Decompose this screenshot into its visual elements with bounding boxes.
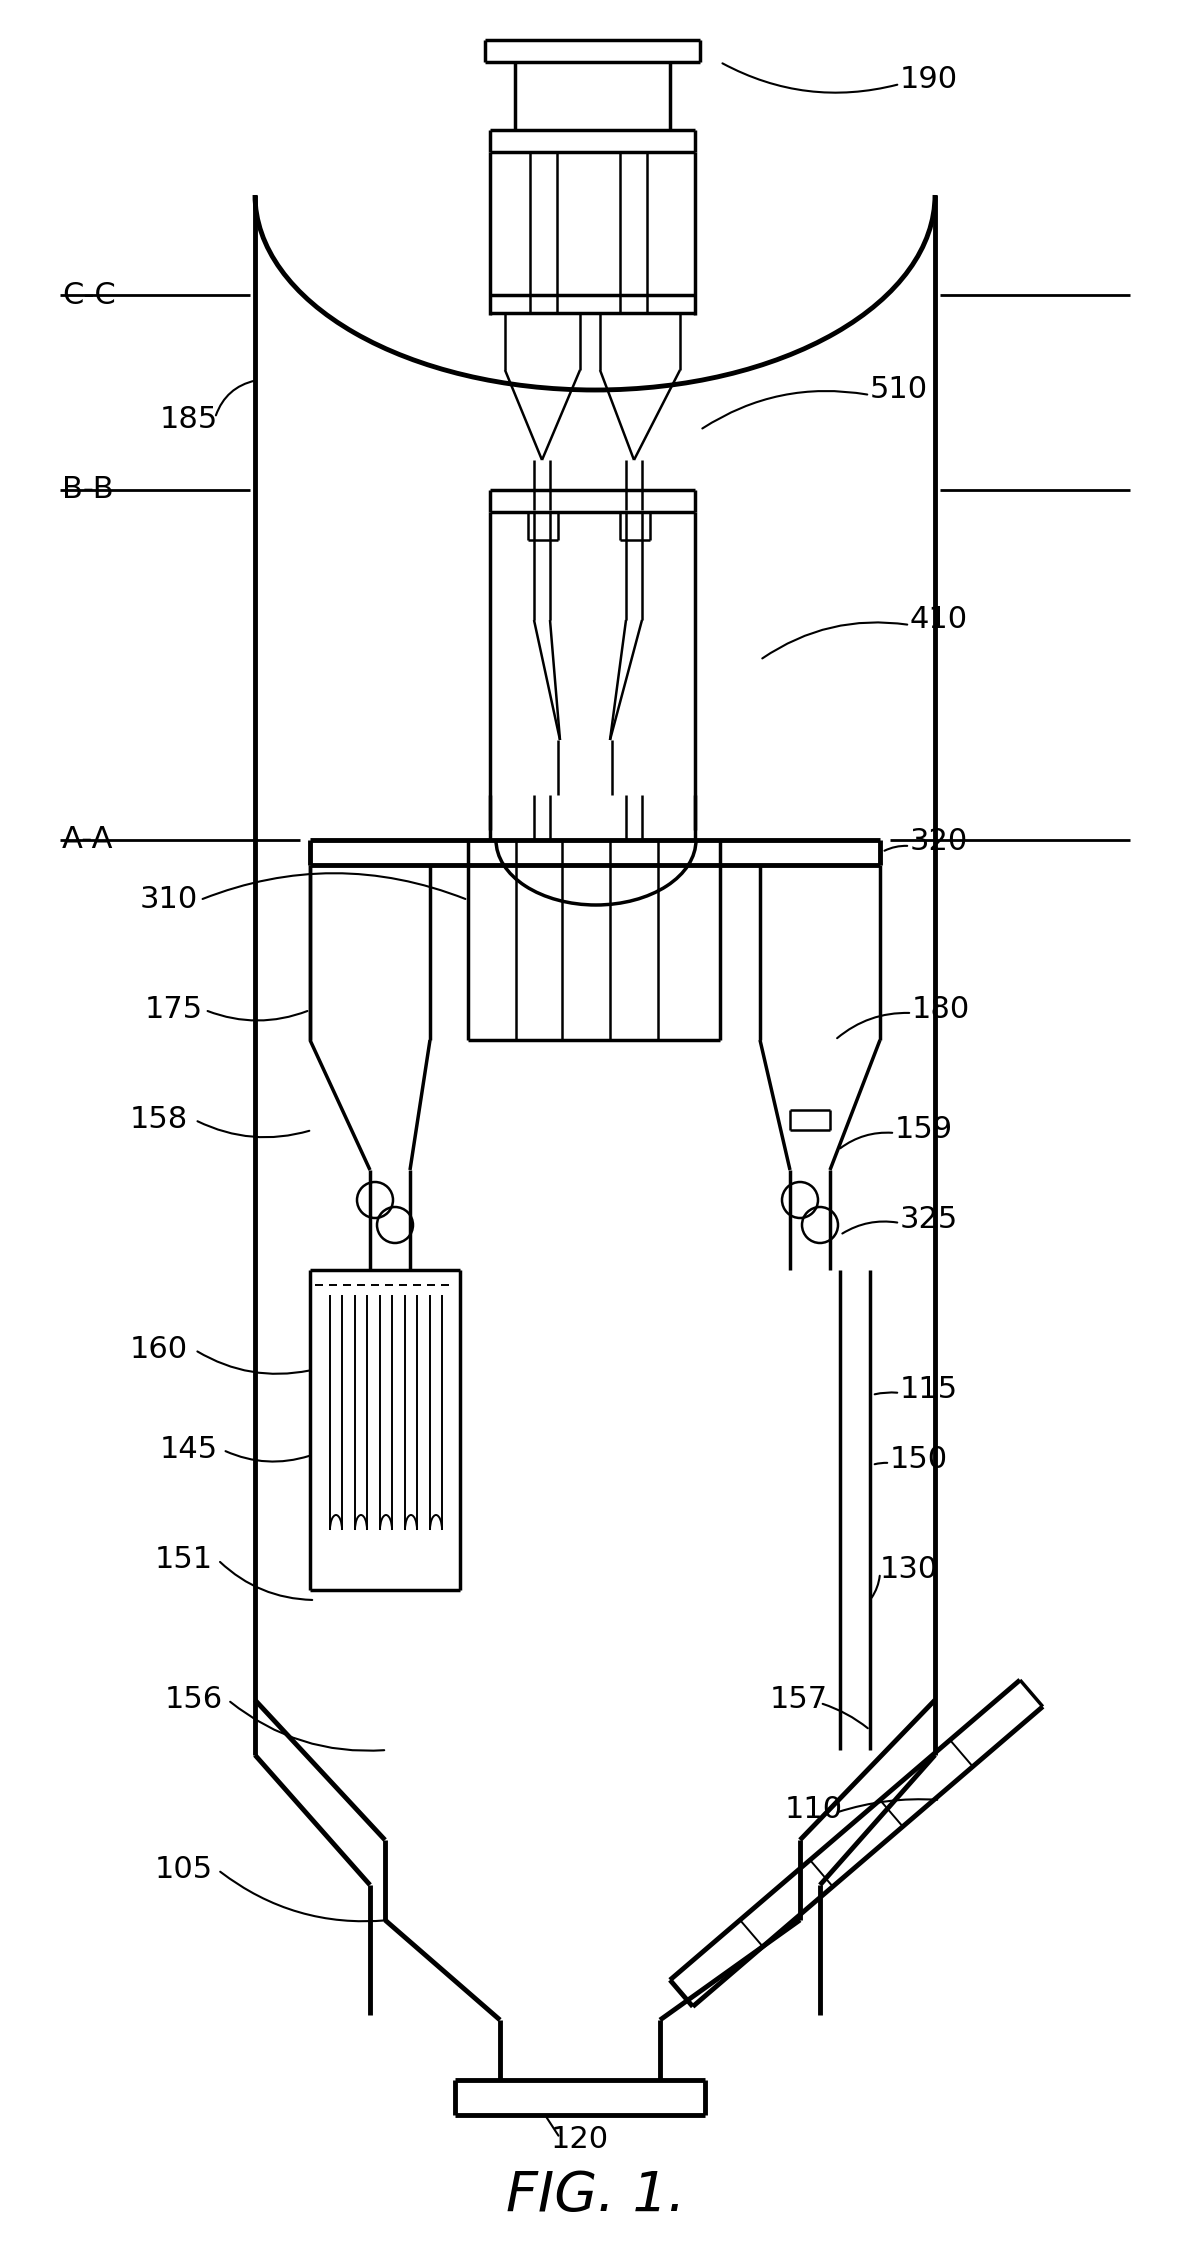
Text: 150: 150 [890,1444,948,1474]
Text: 159: 159 [895,1116,954,1145]
Text: 160: 160 [130,1336,188,1364]
Text: 185: 185 [160,405,218,434]
Text: 410: 410 [909,605,968,634]
Text: 110: 110 [786,1796,843,1825]
Text: C-C: C-C [62,281,116,310]
Text: 158: 158 [130,1105,188,1134]
Text: 130: 130 [880,1555,938,1584]
Text: 190: 190 [900,65,958,94]
Text: A-A: A-A [62,826,113,855]
Text: 145: 145 [160,1436,218,1465]
Text: 325: 325 [900,1206,958,1235]
Text: 510: 510 [870,376,929,405]
Text: 180: 180 [912,994,970,1024]
Text: 157: 157 [770,1685,828,1714]
Text: 151: 151 [155,1546,213,1575]
Text: 120: 120 [551,2126,609,2156]
Text: FIG. 1.: FIG. 1. [507,2169,685,2221]
Text: 156: 156 [164,1685,223,1714]
Text: 175: 175 [145,994,203,1024]
Text: 105: 105 [155,1856,213,1886]
Text: 310: 310 [139,886,198,914]
Text: 320: 320 [909,828,968,857]
Text: 115: 115 [900,1375,958,1404]
Text: B-B: B-B [62,475,113,504]
